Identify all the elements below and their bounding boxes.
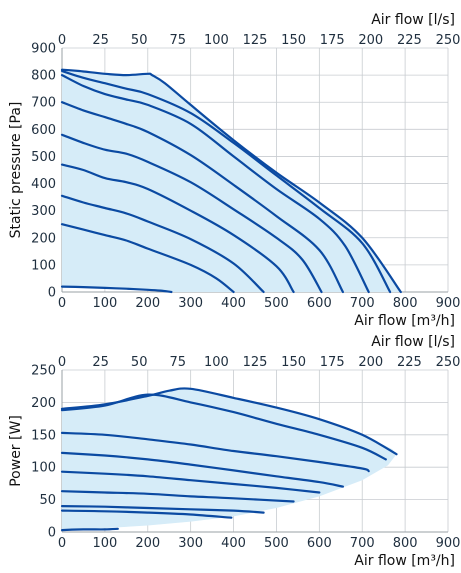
top-x-tick-label: 200 <box>358 33 383 48</box>
top-x-tick-label: 25 <box>92 33 109 48</box>
x-tick-label: 200 <box>135 536 160 551</box>
top-x-tick-label: 25 <box>92 355 109 370</box>
pressure-x-axis-label: Air flow [m³/h] <box>354 313 455 329</box>
top-x-tick-label: 0 <box>58 33 66 48</box>
series-line <box>60 194 265 294</box>
y-tick-label: 600 <box>31 123 56 138</box>
series-line <box>60 393 387 461</box>
x-tick-label: 900 <box>436 536 461 551</box>
power-y-ticks: 0 50 100 150 200 250 <box>31 364 56 541</box>
top-x-tick-label: 75 <box>170 355 187 370</box>
y-tick-label: 150 <box>31 428 56 443</box>
y-tick-label: 50 <box>39 493 56 508</box>
series-line <box>60 509 233 519</box>
series-line <box>60 133 323 294</box>
top-x-tick-label: 125 <box>243 355 268 370</box>
y-tick-label: 100 <box>31 258 56 273</box>
series-line <box>60 285 173 294</box>
pressure-top-axis-label: Air flow [l/s] <box>371 12 455 28</box>
top-x-tick-label: 125 <box>243 33 268 48</box>
top-x-tick-label: 150 <box>281 355 306 370</box>
y-tick-label: 700 <box>31 96 56 111</box>
power-top-x-ticks: 0 25 50 75 100 125 150 175 200 225 250 <box>58 355 461 370</box>
x-tick-label: 300 <box>178 536 203 551</box>
top-x-tick-label: 50 <box>131 33 148 48</box>
y-tick-label: 0 <box>48 526 56 541</box>
x-tick-label: 500 <box>264 296 289 311</box>
series-line <box>60 470 321 494</box>
x-tick-label: 300 <box>178 296 203 311</box>
top-x-tick-label: 0 <box>58 355 66 370</box>
pressure-top-x-ticks: 0 25 50 75 100 125 150 175 200 225 250 <box>58 33 461 48</box>
pressure-operating-area <box>62 69 401 292</box>
top-x-tick-label: 50 <box>131 355 148 370</box>
x-tick-label: 700 <box>350 296 375 311</box>
top-x-tick-label: 100 <box>204 33 229 48</box>
x-tick-label: 800 <box>393 536 418 551</box>
x-tick-label: 100 <box>92 296 117 311</box>
series-line <box>60 451 344 488</box>
power-x-axis-label: Air flow [m³/h] <box>354 553 455 569</box>
top-x-tick-label: 175 <box>320 33 345 48</box>
x-tick-label: 400 <box>221 536 246 551</box>
series-line <box>60 505 265 514</box>
series-line <box>60 431 370 473</box>
y-tick-label: 100 <box>31 461 56 476</box>
top-x-tick-label: 250 <box>436 355 461 370</box>
y-tick-label: 900 <box>31 42 56 57</box>
top-x-tick-label: 225 <box>397 33 422 48</box>
top-x-tick-label: 175 <box>320 355 345 370</box>
series-line <box>60 387 398 456</box>
pressure-y-ticks: 0 100 200 300 400 500 600 700 800 900 <box>31 42 56 301</box>
power-curves <box>60 387 398 532</box>
power-top-axis-label: Air flow [l/s] <box>371 334 455 350</box>
pressure-curves <box>60 68 402 294</box>
y-tick-label: 200 <box>31 231 56 246</box>
y-tick-label: 400 <box>31 177 56 192</box>
top-x-tick-label: 150 <box>281 33 306 48</box>
pressure-y-axis-label: Static pressure [Pa] <box>8 102 24 239</box>
x-tick-label: 400 <box>221 296 246 311</box>
pressure-chart: 0 100 200 300 400 500 600 700 800 900 0 25 50 75 100 1… <box>8 12 460 329</box>
power-chart: 0 100 200 300 400 500 600 700 800 900 0 25 50 75 100 1… <box>8 334 460 569</box>
series-line <box>60 74 370 294</box>
top-x-tick-label: 100 <box>204 355 229 370</box>
x-tick-label: 800 <box>393 296 418 311</box>
x-tick-label: 900 <box>436 296 461 311</box>
top-x-tick-label: 75 <box>170 33 187 48</box>
x-tick-label: 0 <box>58 536 66 551</box>
pressure-x-ticks: 0 100 200 300 400 500 600 700 800 900 <box>58 296 461 311</box>
x-tick-label: 600 <box>307 536 332 551</box>
x-tick-label: 500 <box>264 536 289 551</box>
top-x-tick-label: 250 <box>436 33 461 48</box>
y-tick-label: 800 <box>31 69 56 84</box>
series-line <box>60 101 344 294</box>
top-x-tick-label: 225 <box>397 355 422 370</box>
x-tick-label: 200 <box>135 296 160 311</box>
y-tick-label: 200 <box>31 396 56 411</box>
series-line <box>60 223 235 294</box>
x-tick-label: 0 <box>58 296 66 311</box>
series-line <box>60 490 295 503</box>
y-tick-label: 250 <box>31 364 56 379</box>
x-tick-label: 100 <box>92 536 117 551</box>
y-tick-label: 300 <box>31 204 56 219</box>
series-line <box>60 68 402 294</box>
series-line <box>60 163 295 294</box>
y-tick-label: 0 <box>48 286 56 301</box>
series-line <box>60 69 392 294</box>
x-tick-label: 700 <box>350 536 375 551</box>
power-x-ticks: 0 100 200 300 400 500 600 700 800 900 <box>58 536 461 551</box>
power-y-axis-label: Power [W] <box>8 415 24 487</box>
y-tick-label: 500 <box>31 150 56 165</box>
series-line <box>60 527 119 532</box>
x-tick-label: 600 <box>307 296 332 311</box>
top-x-tick-label: 200 <box>358 355 383 370</box>
